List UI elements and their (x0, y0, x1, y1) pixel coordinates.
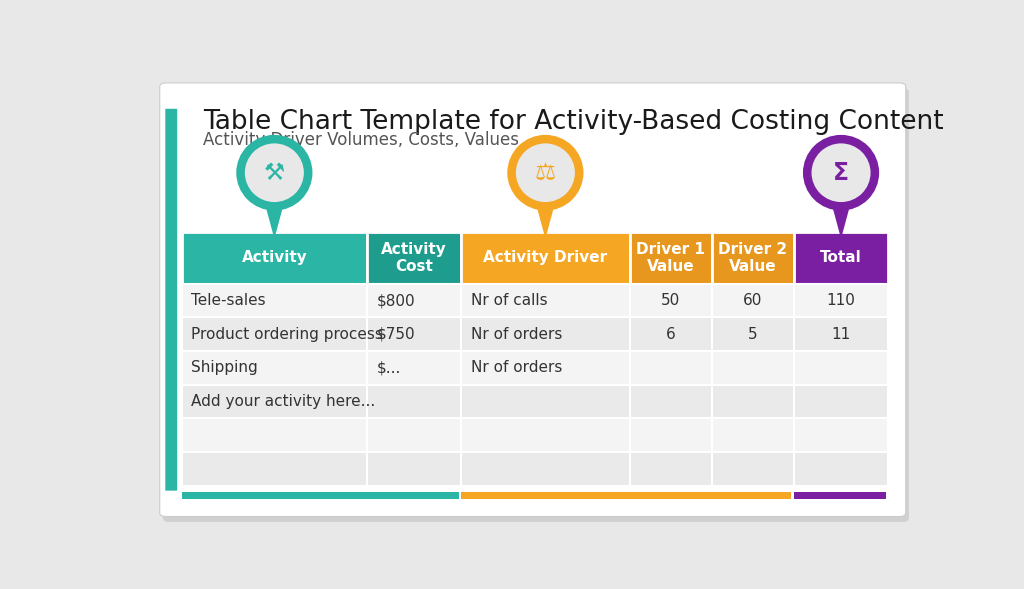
FancyBboxPatch shape (794, 452, 888, 486)
FancyBboxPatch shape (794, 231, 888, 284)
FancyBboxPatch shape (630, 385, 712, 418)
FancyBboxPatch shape (461, 418, 630, 452)
Polygon shape (535, 199, 556, 239)
Text: ⚒: ⚒ (264, 161, 285, 185)
Text: Total: Total (820, 250, 862, 265)
FancyBboxPatch shape (367, 231, 461, 284)
Text: Activity Driver: Activity Driver (483, 250, 607, 265)
Ellipse shape (507, 135, 584, 211)
Text: Nr of orders: Nr of orders (471, 327, 562, 342)
Text: Activity Driver Volumes, Costs, Values: Activity Driver Volumes, Costs, Values (204, 131, 519, 148)
Text: 11: 11 (831, 327, 851, 342)
FancyBboxPatch shape (461, 284, 630, 317)
FancyBboxPatch shape (461, 492, 792, 499)
FancyBboxPatch shape (461, 452, 630, 486)
Ellipse shape (516, 143, 574, 202)
FancyBboxPatch shape (182, 351, 367, 385)
FancyBboxPatch shape (630, 418, 712, 452)
Text: Nr of orders: Nr of orders (471, 360, 562, 375)
FancyBboxPatch shape (712, 385, 794, 418)
Text: Driver 2
Value: Driver 2 Value (718, 241, 787, 274)
Polygon shape (830, 199, 852, 239)
FancyBboxPatch shape (182, 492, 459, 499)
FancyBboxPatch shape (712, 351, 794, 385)
Ellipse shape (237, 135, 312, 211)
FancyBboxPatch shape (630, 284, 712, 317)
FancyBboxPatch shape (712, 418, 794, 452)
FancyBboxPatch shape (712, 452, 794, 486)
FancyBboxPatch shape (461, 385, 630, 418)
Text: Nr of calls: Nr of calls (471, 293, 548, 308)
FancyBboxPatch shape (794, 351, 888, 385)
Text: Table Chart Template for Activity-Based Costing Content: Table Chart Template for Activity-Based … (204, 109, 944, 135)
Text: Product ordering process: Product ordering process (191, 327, 383, 342)
Text: Activity: Activity (242, 250, 307, 265)
FancyBboxPatch shape (367, 351, 461, 385)
Text: Σ: Σ (833, 161, 849, 185)
FancyBboxPatch shape (367, 418, 461, 452)
FancyBboxPatch shape (461, 231, 630, 284)
FancyBboxPatch shape (182, 284, 367, 317)
Text: $750: $750 (376, 327, 415, 342)
Text: 6: 6 (666, 327, 676, 342)
FancyBboxPatch shape (367, 452, 461, 486)
FancyBboxPatch shape (630, 351, 712, 385)
FancyBboxPatch shape (182, 317, 367, 351)
FancyBboxPatch shape (630, 317, 712, 351)
FancyBboxPatch shape (165, 109, 177, 491)
Text: $...: $... (376, 360, 400, 375)
FancyBboxPatch shape (794, 492, 886, 499)
Text: 60: 60 (743, 293, 763, 308)
FancyBboxPatch shape (794, 418, 888, 452)
FancyBboxPatch shape (367, 284, 461, 317)
Text: 50: 50 (662, 293, 680, 308)
FancyBboxPatch shape (630, 452, 712, 486)
Text: Add your activity here...: Add your activity here... (191, 394, 376, 409)
FancyBboxPatch shape (794, 385, 888, 418)
Text: Driver 1
Value: Driver 1 Value (636, 241, 706, 274)
FancyBboxPatch shape (794, 317, 888, 351)
FancyBboxPatch shape (367, 317, 461, 351)
Text: Tele-sales: Tele-sales (191, 293, 266, 308)
Text: ⚖: ⚖ (535, 161, 556, 185)
FancyBboxPatch shape (182, 418, 367, 452)
FancyBboxPatch shape (182, 231, 367, 284)
FancyBboxPatch shape (367, 385, 461, 418)
Ellipse shape (812, 143, 870, 202)
FancyBboxPatch shape (160, 83, 905, 517)
Ellipse shape (245, 143, 304, 202)
Text: 5: 5 (748, 327, 758, 342)
FancyBboxPatch shape (461, 317, 630, 351)
FancyBboxPatch shape (163, 88, 909, 522)
Ellipse shape (803, 135, 880, 211)
FancyBboxPatch shape (182, 452, 367, 486)
Text: Shipping: Shipping (191, 360, 258, 375)
FancyBboxPatch shape (794, 284, 888, 317)
FancyBboxPatch shape (630, 231, 712, 284)
FancyBboxPatch shape (712, 317, 794, 351)
Polygon shape (264, 199, 285, 239)
FancyBboxPatch shape (461, 351, 630, 385)
FancyBboxPatch shape (712, 284, 794, 317)
Text: $800: $800 (376, 293, 415, 308)
Text: 110: 110 (826, 293, 855, 308)
FancyBboxPatch shape (182, 385, 367, 418)
Text: Activity
Cost: Activity Cost (381, 241, 446, 274)
FancyBboxPatch shape (712, 231, 794, 284)
